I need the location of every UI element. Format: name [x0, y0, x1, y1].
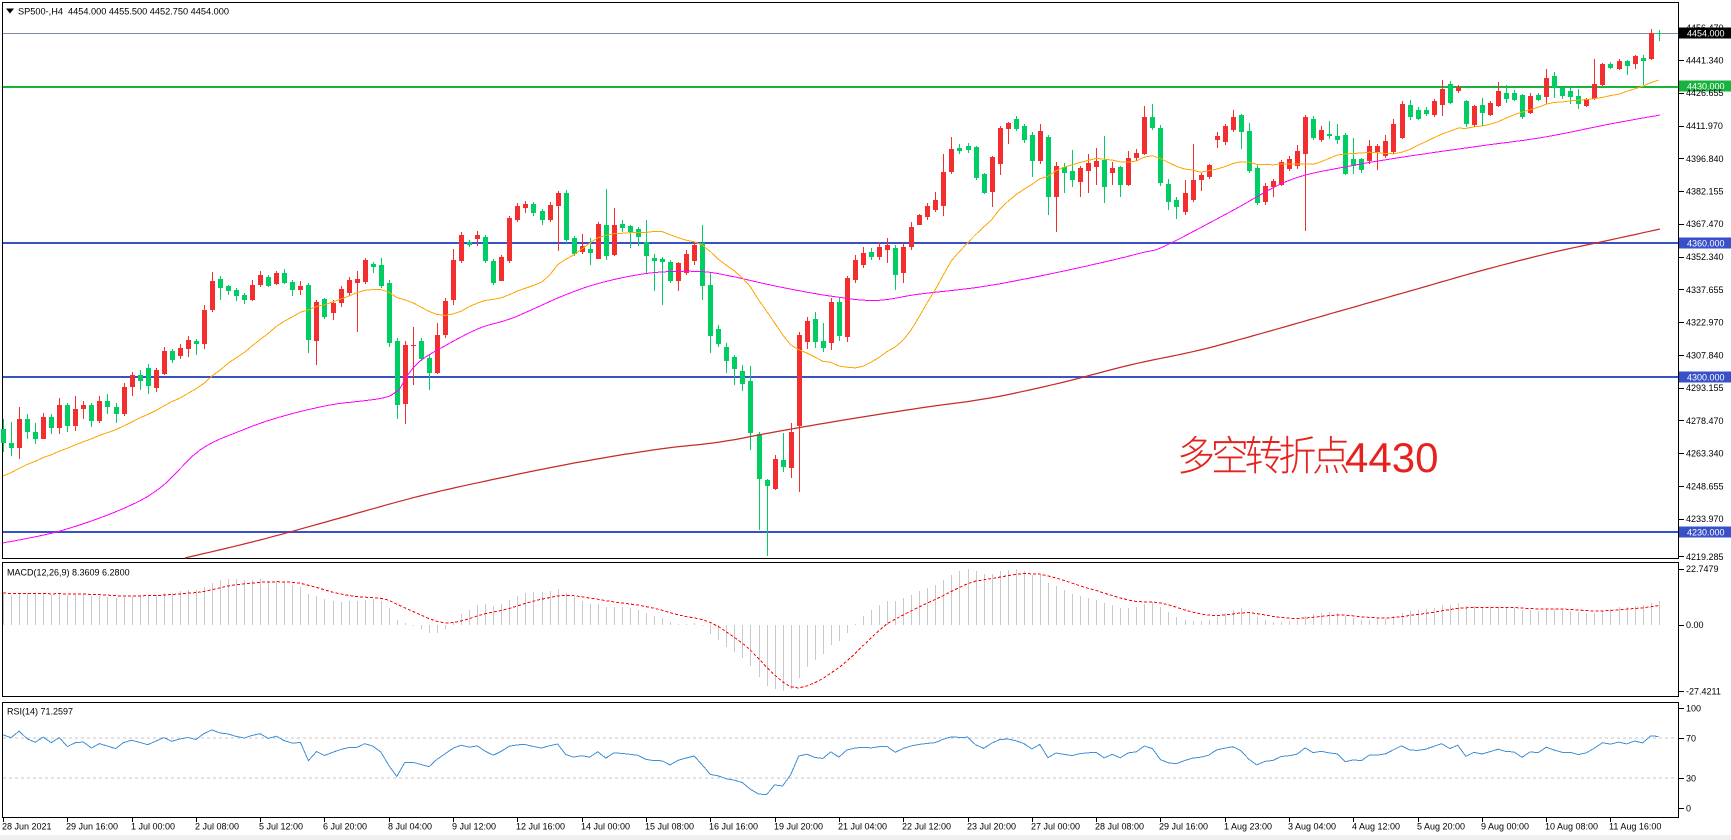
svg-text:9 Aug 00:00: 9 Aug 00:00 — [1481, 822, 1529, 832]
svg-text:4367.470: 4367.470 — [1686, 219, 1724, 229]
svg-text:4360.000: 4360.000 — [1687, 238, 1725, 248]
svg-text:8 Jul 04:00: 8 Jul 04:00 — [388, 822, 432, 832]
svg-text:28 Jun 2021: 28 Jun 2021 — [2, 822, 52, 832]
svg-text:MACD(12,26,9) 8.3609 6.2800: MACD(12,26,9) 8.3609 6.2800 — [7, 568, 130, 578]
svg-text:0: 0 — [1686, 804, 1691, 814]
svg-text:12 Jul 16:00: 12 Jul 16:00 — [516, 822, 565, 832]
svg-text:4248.655: 4248.655 — [1686, 481, 1724, 491]
svg-text:30: 30 — [1686, 773, 1696, 783]
svg-text:4300.000: 4300.000 — [1687, 372, 1725, 382]
svg-text:4263.340: 4263.340 — [1686, 449, 1724, 459]
svg-text:16 Jul 16:00: 16 Jul 16:00 — [709, 822, 758, 832]
svg-text:5 Aug 20:00: 5 Aug 20:00 — [1417, 822, 1465, 832]
svg-text:22 Jul 12:00: 22 Jul 12:00 — [902, 822, 951, 832]
svg-text:0.00: 0.00 — [1686, 620, 1704, 630]
svg-text:4278.470: 4278.470 — [1686, 416, 1724, 426]
svg-text:4430: 4430 — [1345, 434, 1438, 481]
svg-text:4219.285: 4219.285 — [1686, 552, 1724, 562]
svg-text:4322.970: 4322.970 — [1686, 318, 1724, 328]
svg-text:4230.000: 4230.000 — [1687, 527, 1725, 537]
svg-text:4293.155: 4293.155 — [1686, 383, 1724, 393]
svg-text:19 Jul 20:00: 19 Jul 20:00 — [774, 822, 823, 832]
svg-text:15 Jul 08:00: 15 Jul 08:00 — [645, 822, 694, 832]
svg-text:-27.4211: -27.4211 — [1686, 686, 1721, 696]
svg-text:11 Aug 16:00: 11 Aug 16:00 — [1609, 822, 1661, 832]
svg-text:4411.970: 4411.970 — [1686, 121, 1723, 131]
svg-text:28 Jul 08:00: 28 Jul 08:00 — [1095, 822, 1144, 832]
svg-text:21 Jul 04:00: 21 Jul 04:00 — [838, 822, 887, 832]
svg-text:70: 70 — [1686, 733, 1696, 743]
svg-text:4441.340: 4441.340 — [1686, 56, 1724, 66]
svg-text:14 Jul 00:00: 14 Jul 00:00 — [581, 822, 630, 832]
svg-text:4233.970: 4233.970 — [1686, 514, 1724, 524]
svg-text:27 Jul 00:00: 27 Jul 00:00 — [1031, 822, 1080, 832]
svg-text:100: 100 — [1686, 703, 1701, 713]
svg-text:4396.840: 4396.840 — [1686, 154, 1724, 164]
svg-text:RSI(14) 71.2597: RSI(14) 71.2597 — [7, 707, 73, 717]
svg-text:4352.340: 4352.340 — [1686, 252, 1724, 262]
svg-text:3 Aug 04:00: 3 Aug 04:00 — [1288, 822, 1336, 832]
svg-text:9 Jul 12:00: 9 Jul 12:00 — [452, 822, 496, 832]
svg-text:4454.000: 4454.000 — [1687, 28, 1725, 38]
svg-text:SP500-,H4 4454.000 4455.500 4: SP500-,H4 4454.000 4455.500 4452.750 445… — [18, 7, 229, 17]
svg-text:4337.655: 4337.655 — [1686, 285, 1724, 295]
svg-text:1 Jul 00:00: 1 Jul 00:00 — [131, 822, 175, 832]
svg-text:10 Aug 08:00: 10 Aug 08:00 — [1545, 822, 1598, 832]
svg-text:2 Jul 08:00: 2 Jul 08:00 — [195, 822, 239, 832]
svg-text:6 Jul 20:00: 6 Jul 20:00 — [323, 822, 367, 832]
svg-text:1 Aug 23:00: 1 Aug 23:00 — [1224, 822, 1272, 832]
svg-text:23 Jul 20:00: 23 Jul 20:00 — [967, 822, 1016, 832]
svg-text:4426.655: 4426.655 — [1686, 88, 1724, 98]
svg-text:4456.470: 4456.470 — [1686, 23, 1724, 33]
svg-text:29 Jun 16:00: 29 Jun 16:00 — [66, 822, 118, 832]
svg-text:4430.000: 4430.000 — [1687, 81, 1725, 91]
svg-text:4 Aug 12:00: 4 Aug 12:00 — [1352, 822, 1400, 832]
svg-text:22.7479: 22.7479 — [1686, 564, 1719, 574]
svg-text:4382.155: 4382.155 — [1686, 187, 1724, 197]
svg-text:4307.840: 4307.840 — [1686, 350, 1724, 360]
svg-text:29 Jul 16:00: 29 Jul 16:00 — [1159, 822, 1208, 832]
svg-text:5 Jul 12:00: 5 Jul 12:00 — [259, 822, 303, 832]
